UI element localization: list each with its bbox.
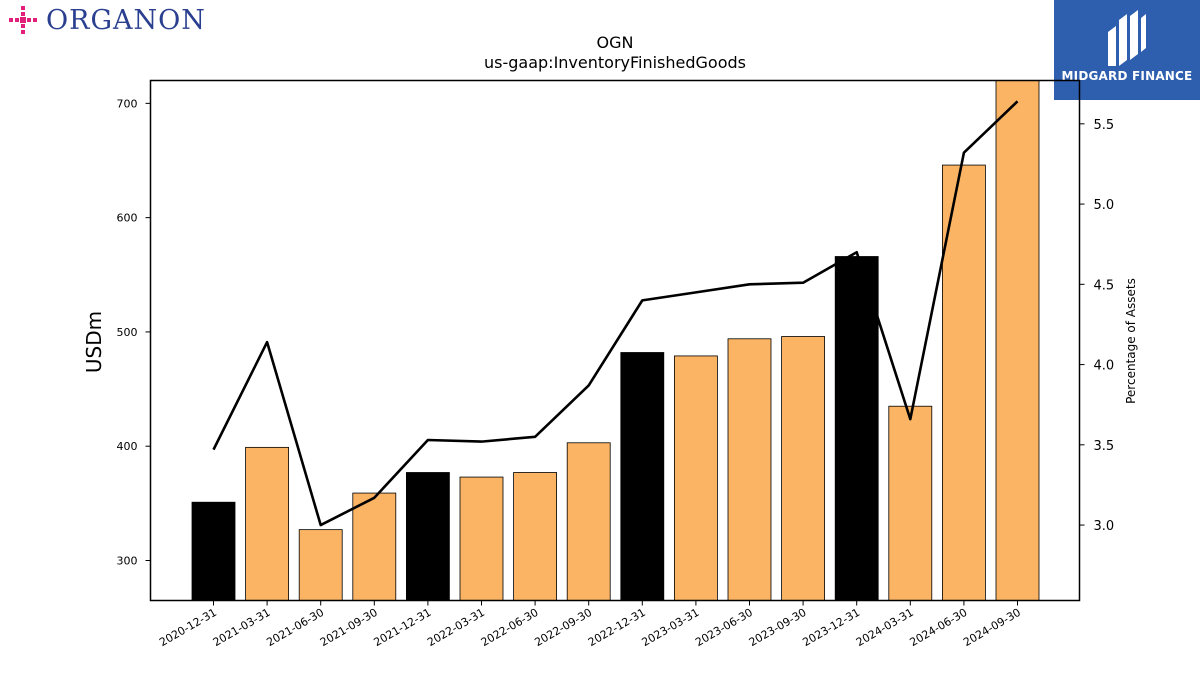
x-tick-label: 2022-03-31 <box>425 606 487 649</box>
bar-2023-03-31 <box>674 355 718 601</box>
y2-tick-label: 4.5 <box>1094 278 1115 293</box>
midgard-m-icon <box>1108 10 1146 66</box>
x-tick-label: 2021-06-30 <box>264 606 326 649</box>
bar-2021-12-31 <box>405 472 450 601</box>
y2-axis-label: Percentage of Assets <box>1124 278 1138 404</box>
y2-tick-label: 5.5 <box>1094 118 1115 133</box>
bar-2021-09-30 <box>352 492 397 601</box>
bar-2024-06-30 <box>942 164 986 601</box>
plot-frame <box>149 79 1081 602</box>
bar-2023-09-30 <box>781 336 825 601</box>
percentage-of-assets-line <box>212 100 1019 527</box>
bar-2024-03-31 <box>888 405 933 601</box>
x-tick-label: 2020-12-31 <box>157 606 219 649</box>
bar-2023-06-30 <box>727 338 772 601</box>
y-tick-label: 600 <box>117 212 138 225</box>
bar-2022-03-31 <box>459 476 504 601</box>
chart-title: OGN <box>597 33 634 52</box>
x-tick-label: 2023-06-30 <box>693 606 755 649</box>
organon-logo: ORGANON <box>6 4 206 36</box>
chart-subtitle: us-gaap:InventoryFinishedGoods <box>484 53 746 72</box>
bar-2020-12-31 <box>191 501 236 601</box>
x-tick-label: 2023-03-31 <box>640 606 702 649</box>
x-tick-label: 2023-09-30 <box>747 606 809 649</box>
x-tick-label: 2021-12-31 <box>372 606 434 649</box>
bar-2024-09-30 <box>995 80 1040 601</box>
x-tick-label: 2024-09-30 <box>961 606 1023 649</box>
y-axis-label: USDm <box>82 311 106 373</box>
x-tick-label: 2021-03-31 <box>211 606 273 649</box>
bar-2022-06-30 <box>513 472 557 601</box>
x-tick-label: 2022-12-31 <box>586 606 648 649</box>
x-tick-label: 2024-03-31 <box>854 606 916 649</box>
y-tick-label: 700 <box>117 97 138 110</box>
y2-tick-label: 4.0 <box>1094 359 1115 374</box>
bar-2023-12-31 <box>834 256 879 601</box>
x-tick-label: 2023-12-31 <box>800 606 862 649</box>
y-tick-label: 400 <box>117 440 138 453</box>
x-tick-label: 2024-06-30 <box>908 606 970 649</box>
bar-2022-09-30 <box>566 442 611 601</box>
midgard-wordmark: MIDGARD FINANCE <box>1061 69 1193 83</box>
y2-tick-label: 5.0 <box>1094 198 1115 213</box>
y2-tick-label: 3.0 <box>1094 519 1115 534</box>
x-tick-label: 2021-09-30 <box>318 606 380 649</box>
y-tick-label: 500 <box>117 326 138 339</box>
bar-2021-06-30 <box>298 529 343 601</box>
bar-2021-03-31 <box>245 446 290 601</box>
midgard-finance-logo: MIDGARD FINANCE <box>1054 0 1200 100</box>
y-tick-label: 300 <box>117 555 138 568</box>
y2-tick-label: 3.5 <box>1094 439 1115 454</box>
x-tick-label: 2022-09-30 <box>532 606 594 649</box>
bar-2022-12-31 <box>620 352 665 601</box>
organon-wordmark: ORGANON <box>46 4 206 36</box>
x-tick-label: 2022-06-30 <box>479 606 541 649</box>
organon-cross-icon <box>9 6 37 34</box>
